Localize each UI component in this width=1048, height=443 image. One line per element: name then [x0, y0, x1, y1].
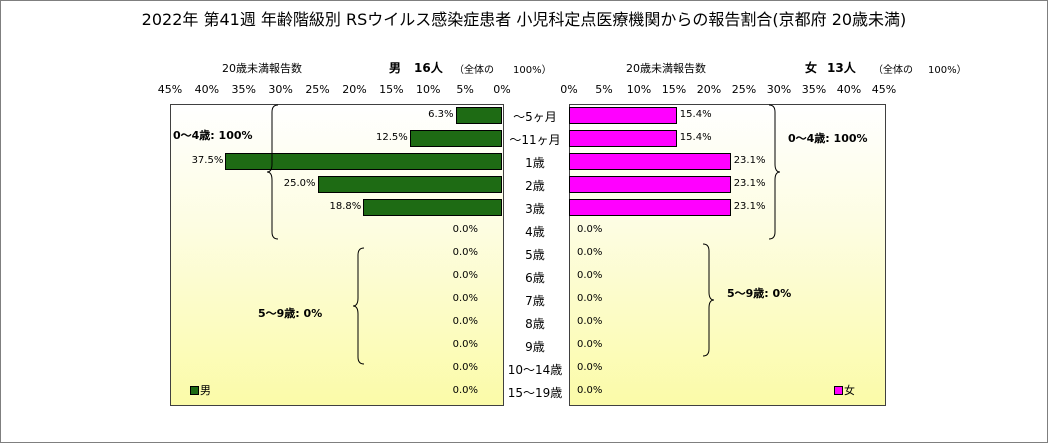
male-tick-label: 10% — [415, 83, 441, 96]
male-total-pct: 100%） — [513, 65, 552, 76]
male-value-label: 0.0% — [452, 223, 478, 235]
female-legend-swatch — [834, 386, 843, 395]
male-tick-label: 45% — [157, 83, 183, 96]
female-total-label: （全体の — [873, 65, 913, 76]
female-total-pct: 100%） — [928, 65, 967, 76]
male-brace-0-4 — [266, 104, 279, 240]
male-bar — [455, 107, 502, 125]
female-note-5-9: 5～9歳: 0% — [727, 287, 792, 300]
female-tick-label: 5% — [595, 83, 613, 96]
category-label: 7歳 — [525, 294, 545, 309]
female-tick-label: 40% — [836, 83, 862, 96]
male-tick-label: 30% — [268, 83, 293, 96]
female-bar — [569, 107, 677, 125]
male-bar — [317, 176, 502, 194]
female-value-label: 0.0% — [577, 247, 603, 258]
male-total-label: （全体の — [454, 65, 494, 76]
female-value-label: 0.0% — [577, 362, 603, 374]
female-tick-label: 30% — [766, 83, 792, 96]
male-tick-label: 15% — [379, 83, 404, 96]
male-value-label: 6.3% — [428, 108, 454, 120]
female-tick-label: 10% — [626, 83, 652, 96]
male-value-label: 18.8% — [329, 200, 362, 212]
male-value-label: 0.0% — [452, 247, 478, 258]
male-sex-label: 男 — [389, 61, 402, 75]
male-tick-label: 20% — [342, 83, 367, 96]
male-note-5-9: 5～9歳: 0% — [258, 307, 323, 320]
male-tick-label: 25% — [305, 83, 330, 96]
male-brace-5-9 — [352, 247, 365, 365]
category-label: 9歳 — [525, 340, 545, 355]
category-label: 3歳 — [525, 201, 545, 216]
category-label: 4歳 — [525, 224, 545, 239]
male-tick-label: 35% — [231, 83, 256, 96]
female-value-label: 0.0% — [577, 385, 603, 397]
female-value-label: 23.1% — [733, 200, 766, 212]
male-legend-label: 男 — [200, 384, 211, 397]
category-label: 10～14歳 — [507, 363, 563, 378]
male-bar — [225, 153, 502, 171]
male-tick-label: 0% — [493, 83, 511, 96]
category-label: 2歳 — [525, 178, 545, 193]
male-value-label: 0.0% — [452, 316, 478, 328]
male-value-label: 0.0% — [452, 270, 478, 282]
category-label: 1歳 — [525, 155, 545, 170]
category-label: ～11ヶ月 — [509, 132, 561, 147]
category-label: 5歳 — [525, 248, 545, 262]
male-tick-label: 40% — [194, 83, 220, 96]
category-label: 6歳 — [525, 271, 545, 286]
male-bar — [363, 199, 502, 217]
chart-title: 2022年 第41週 年齢階級別 RSウイルス感染症患者 小児科定点医療機関から… — [141, 10, 907, 29]
female-tick-label: 20% — [696, 83, 722, 96]
female-bar — [569, 176, 731, 194]
male-value-label: 0.0% — [452, 385, 478, 397]
female-tick-label: 0% — [560, 83, 578, 96]
female-value-label: 0.0% — [577, 293, 603, 305]
female-bar — [569, 153, 731, 171]
female-count-value: 13人 — [827, 61, 856, 75]
category-label: 8歳 — [525, 317, 545, 332]
female-value-label: 15.4% — [679, 108, 712, 120]
male-value-label: 25.0% — [283, 177, 316, 189]
female-value-label: 23.1% — [733, 154, 766, 166]
male-legend-swatch — [190, 386, 199, 395]
female-tick-label: 25% — [731, 83, 757, 96]
male-tick-label: 5% — [456, 83, 474, 96]
female-tick-label: 45% — [871, 83, 897, 96]
female-value-label: 23.1% — [733, 177, 766, 189]
male-bar — [409, 130, 502, 148]
female-value-label: 0.0% — [577, 316, 603, 328]
male-value-label: 0.0% — [452, 293, 478, 305]
male-count-label: 20歳未満報告数 — [222, 62, 302, 75]
female-value-label: 0.0% — [577, 270, 603, 282]
female-bar — [569, 199, 731, 217]
female-tick-label: 35% — [801, 83, 827, 96]
female-note-0-4: 0～4歳: 100% — [788, 132, 868, 145]
female-brace-0-4 — [768, 104, 781, 240]
male-count-value: 16人 — [414, 61, 443, 75]
female-count-label: 20歳未満報告数 — [626, 62, 706, 75]
male-value-label: 0.0% — [452, 362, 478, 374]
category-label: ～5ヶ月 — [513, 109, 557, 124]
male-value-label: 12.5% — [376, 131, 408, 143]
female-brace-5-9 — [702, 243, 715, 357]
category-label: 15～19歳 — [507, 386, 563, 401]
female-sex-label: 女 — [805, 61, 818, 75]
male-value-label: 37.5% — [191, 154, 224, 166]
female-tick-label: 15% — [661, 83, 687, 96]
female-value-label: 15.4% — [679, 131, 712, 143]
male-note-0-4: 0～4歳: 100% — [173, 129, 253, 142]
male-value-label: 0.0% — [452, 339, 478, 351]
female-plot-area — [569, 104, 886, 406]
female-value-label: 0.0% — [577, 223, 603, 235]
female-value-label: 0.0% — [577, 339, 603, 351]
female-legend-label: 女 — [844, 384, 855, 397]
female-bar — [569, 130, 677, 148]
